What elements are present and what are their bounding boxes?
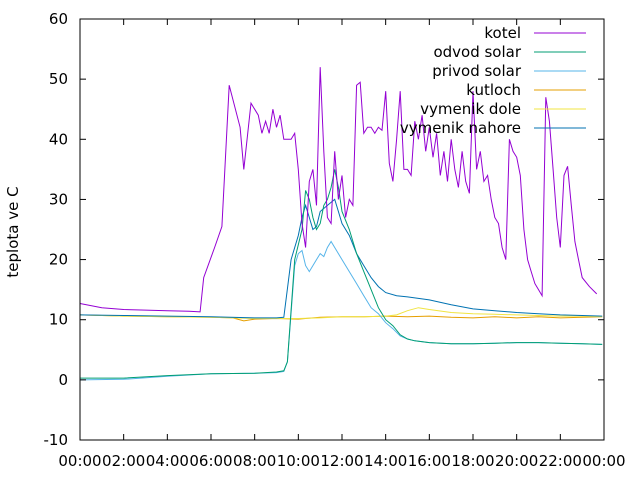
series-line-vymenik-nahore [79,198,603,319]
x-tick-label: 00:00 [582,452,625,470]
series-layer [79,67,603,381]
series-line-kotel [79,67,598,313]
series-line-odvod-solar [80,169,603,379]
x-tick-label: 16:00 [408,452,451,470]
y-axis-label: teplota ve C [4,186,22,277]
x-tick-label: 00:00 [58,452,101,470]
y-tick-label: 20 [49,251,68,269]
x-tick-label: 22:00 [539,452,582,470]
x-tick-label: 20:00 [495,452,538,470]
x-tick-label: 12:00 [320,452,363,470]
x-tick-label: 04:00 [146,452,189,470]
x-tick-label: 18:00 [451,452,494,470]
series-line-vymenik-dole [79,307,603,319]
x-tick-label: 08:00 [233,452,276,470]
y-tick-label: 10 [49,311,68,329]
legend-label: kutloch [466,81,521,99]
x-tick-label: 10:00 [277,452,320,470]
legend-label: kotel [484,24,521,42]
legend-label: vymenik dole [420,100,521,118]
y-tick-label: -10 [44,431,69,449]
x-tick-label: 06:00 [189,452,232,470]
y-tick-label: 0 [58,371,68,389]
y-tick-label: 40 [49,130,68,148]
legend-label: odvod solar [433,43,521,61]
y-tick-label: 60 [49,10,68,28]
x-tick-label: 02:00 [102,452,145,470]
y-tick-label: 50 [49,70,68,88]
legend-label: privod solar [432,62,522,80]
y-tick-label: 30 [49,190,68,208]
x-tick-label: 14:00 [364,452,407,470]
legend-label: vymenik nahore [400,119,521,137]
